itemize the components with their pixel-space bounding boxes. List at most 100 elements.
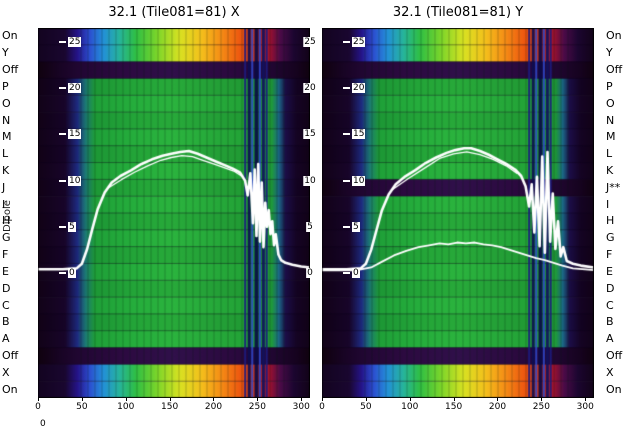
db-tick-label: 0 [343,267,360,279]
dipole-label-right: I [606,197,610,211]
dipole-label-right: H [606,214,615,228]
dipole-label-left: B [2,315,10,329]
dipole-label-left: P [2,79,9,93]
dipole-label-left: On [2,382,18,396]
x-tick-label: 200 [488,402,507,412]
db-tick-value: 5 [352,221,360,232]
db-tick-value: 0 [352,268,360,278]
db-tick-dash [59,225,66,228]
dipole-label-right: J** [606,180,621,194]
dipole-label-right: X [606,365,614,379]
db-tick-dash [59,41,66,43]
db-tick-value: 10 [352,175,366,186]
db-tick-dash [343,225,350,228]
heatmap-panel-x [38,28,310,398]
dipole-label-left: O [2,96,11,110]
x-tick-label: 50 [76,402,88,412]
dipole-label-left: Y [2,46,9,60]
db-tick-label: 25 [59,36,82,48]
panel-x-title: 32.1 (Tile081=81) X [108,5,240,20]
db-tick-value: 10 [68,175,82,186]
db-tick-value: 5 [68,221,76,232]
x-tick-label: 150 [445,402,463,412]
db-tick-dash [343,87,350,90]
mid-db-tick-label: 10 [303,175,317,186]
x-tick-label: 150 [161,402,179,412]
dipole-label-right: B [606,315,614,329]
x-tick-mark [169,398,171,401]
dipole-label-right: C [606,298,614,312]
x-tick-mark [81,398,83,401]
db-tick-dash [343,41,350,43]
x-tick-mark [453,398,455,401]
db-tick-label: 10 [59,175,82,187]
dipole-label-right: E [606,264,613,278]
dipole-label-left: A [2,332,10,346]
dipole-label-left: E [2,264,9,278]
dipole-label-left: I [2,197,6,211]
x-tick-mark [541,398,543,401]
x-tick-mark [497,398,499,401]
dipole-label-left: F [2,248,9,262]
dipole-label-right: On [606,382,622,396]
dipole-label-left: N [2,113,11,127]
dipole-label-right: O [606,96,615,110]
x-tick-mark [365,398,367,401]
db-tick-dash [59,272,66,274]
x-tick-label: 0 [35,402,41,412]
dipole-label-right: N [606,113,615,127]
x-tick-label: 300 [292,402,310,412]
x-tick-mark [213,398,215,401]
x-tick-mark [322,398,323,401]
db-tick-dash [343,133,350,136]
x-tick-mark [125,398,127,401]
db-tick-label: 5 [343,221,360,233]
db-tick-dash [59,133,66,136]
mid-db-tick-label: 0 [306,268,314,278]
db-tick-value: 25 [352,37,366,47]
x-tick-mark [257,398,259,401]
x-tick-mark [409,398,411,401]
mid-db-tick-label: 20 [303,83,317,94]
x-tick-label: 0 [319,402,325,412]
x-tick-label: 250 [248,402,266,412]
dipole-label-left: On [2,29,18,43]
dipole-label-left: C [2,298,10,312]
dipole-label-left: G [2,231,11,245]
dipole-label-left: L [2,147,9,161]
db-tick-dash [59,87,66,90]
db-tick-value: 0 [68,268,76,278]
db-tick-dash [343,179,350,182]
x-tick-label: 50 [360,402,372,412]
dipole-label-right: On [606,29,622,43]
db-tick-label: 15 [59,128,82,140]
dipole-label-right: M [606,130,616,144]
dipole-label-right: D [606,281,615,295]
x-tick-label: 100 [117,402,135,412]
dipole-label-left: M [2,130,12,144]
mid-db-tick-label: 25 [303,37,317,47]
dipole-label-right: F [606,248,613,262]
corner-tick-label: 0 [40,419,46,429]
mid-db-tick-label: 15 [303,129,317,140]
db-tick-dash [59,179,66,182]
dipole-label-left: X [2,365,10,379]
dipole-label-left: Off [2,63,19,77]
db-tick-value: 25 [68,37,82,47]
dipole-label-left: Off [2,348,19,362]
db-tick-dash [343,272,350,274]
dipole-label-left: D [2,281,11,295]
dipole-label-left: K [2,163,10,177]
dipole-label-right: P [606,79,613,93]
dipole-label-right: Y [606,46,613,60]
dipole-label-right: Off [606,63,623,77]
heatmap-panel-y [322,28,594,398]
dipole-label-right: G [606,231,615,245]
dipole-label-left: J [2,180,6,194]
x-tick-mark [301,398,303,401]
mid-db-tick-label: 5 [306,221,314,232]
dipole-label-right: Off [606,348,623,362]
db-tick-label: 10 [343,175,366,187]
db-tick-label: 15 [343,128,366,140]
